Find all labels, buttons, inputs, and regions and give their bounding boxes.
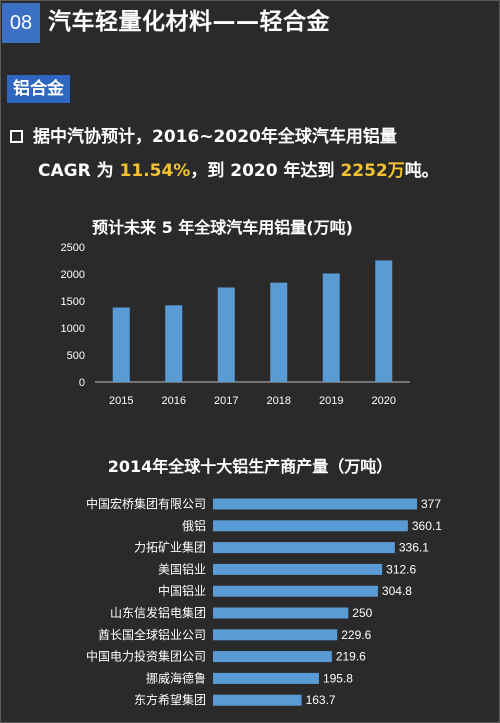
bar [213,585,378,597]
bullet-text: 年达到 [277,161,341,181]
x-tick-label: 2020 [372,395,396,407]
cagr-value: 11.54% [119,161,191,181]
value-label: 360.1 [412,519,442,533]
bullet-text: 据中汽协预计， [33,127,152,147]
category-label: 中国宏桥集团有限公司 [86,496,206,511]
x-tick-label: 2019 [319,395,343,407]
bar [213,542,395,554]
value-label: 195.8 [323,671,353,685]
value-label: 312.6 [386,562,416,576]
page-title: 汽车轻量化材料——轻合金 [48,9,330,35]
category-label: 美国铝业 [158,561,206,576]
header: 08 汽车轻量化材料——轻合金 [0,0,500,46]
value-label: 163.7 [306,693,336,707]
category-label: 俄铝 [182,518,206,533]
value-label: 304.8 [382,584,412,598]
amount-value: 2252万 [340,161,405,181]
x-tick-label: 2016 [162,395,186,407]
bar [112,307,130,382]
category-label: 力拓矿业集团 [134,540,206,555]
section-number-badge: 08 [2,3,40,43]
bar [213,651,332,663]
bar [375,260,393,382]
x-tick-label: 2018 [267,395,291,407]
bar [213,563,383,575]
category-label: 东方希望集团 [134,692,206,707]
bullet-text: 为 [96,161,120,181]
category-label: 中国铝业 [158,583,206,598]
bullet-text-line-2: CAGR 为 11.54%，到 2020 年达到 2252万吨。 [38,154,495,188]
category-label: 山东信发铝电集团 [110,605,206,620]
y-tick-label: 2000 [61,269,85,281]
bar [213,672,319,684]
bullet-text: 年全球汽车用铝量 [260,127,397,147]
chart1-title: 预计未来 5 年全球汽车用铝量(万吨) [92,218,353,237]
bar [213,629,338,641]
bullet-text-line-1: 据中汽协预计，2016~2020年全球汽车用铝量 [10,120,495,154]
y-tick-label: 2500 [61,242,85,254]
category-label: 中国电力投资集团公司 [86,649,206,664]
section-label: 铝合金 [7,75,70,103]
bar [213,520,408,532]
value-label: 377 [421,497,441,511]
horizontal-bar-chart: 中国宏桥集团有限公司 377 俄铝 360.1 力拓矿业集团 336.1 美国铝业 312.6… [86,496,442,707]
bar [322,273,340,382]
value-label: 229.6 [341,628,371,642]
x-tick-label: 2015 [109,395,133,407]
value-label: 250 [352,606,372,620]
bullet-text: ，到 [190,161,231,181]
bar [165,305,183,382]
value-label: 219.6 [336,650,366,664]
bullet-text: 吨。 [404,161,439,181]
y-tick-label: 500 [67,350,85,362]
bar [213,607,349,619]
y-tick-label: 1500 [61,296,85,308]
square-bullet-icon [10,130,23,143]
y-tick-label: 1000 [61,323,85,335]
y-tick-label: 0 [79,377,85,389]
bullet-text: CAGR [38,161,91,181]
bar [213,694,302,706]
x-tick-label: 2017 [214,395,238,407]
bullet-year: 2020 [230,161,278,181]
bar [270,282,288,382]
category-label: 挪威海德鲁 [146,670,206,685]
chart2-title: 2014年全球十大铝生产商产量（万吨） [107,457,393,476]
bullet-years: 2016~2020 [152,127,261,147]
value-label: 336.1 [399,541,429,555]
category-label: 酋长国全球铝业公司 [98,627,206,642]
vertical-bar-chart: 0 500 1000 1500 2000 2500 2015 2016 2017 2018 2019… [61,242,410,407]
bar [213,498,417,510]
bar [217,287,235,382]
